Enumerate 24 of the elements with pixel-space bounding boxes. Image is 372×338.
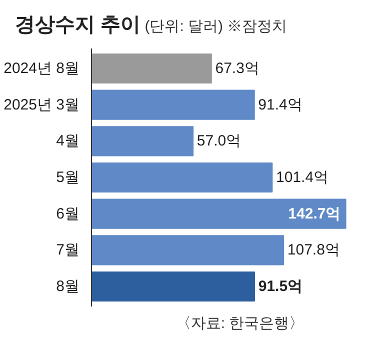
- data-label: 91.4억: [258, 96, 302, 114]
- y-tick-label: 7월: [56, 242, 80, 259]
- chart-subtitle: (단위: 달러) ※잠정치: [144, 18, 288, 35]
- text: 〈자료: 한국은행〉: [174, 314, 306, 334]
- data-label: 107.8억: [287, 242, 340, 259]
- bar: [92, 162, 273, 193]
- chart-title: 경상수지 추이: [15, 14, 141, 36]
- y-tick-label: 4월: [56, 132, 80, 150]
- y-tick-label: 2025년 3월: [4, 96, 80, 114]
- y-tick-label: 6월: [56, 205, 80, 222]
- y-tick-label: 2024년 8월: [4, 60, 80, 77]
- data-label: 142.7억: [288, 205, 341, 222]
- y-tick-label: 5월: [56, 169, 80, 186]
- data-label: 57.0억: [196, 132, 242, 150]
- bar: [92, 198, 346, 229]
- y-tick-label: 8월: [56, 278, 80, 296]
- data-label: 67.3억: [215, 60, 260, 77]
- bar: [92, 126, 194, 156]
- bar: [92, 271, 256, 302]
- data-label: 101.4억: [276, 169, 329, 186]
- bar: [92, 53, 212, 84]
- bar: [92, 235, 284, 266]
- bar: [92, 90, 255, 120]
- data-label: 91.5억: [258, 278, 303, 296]
